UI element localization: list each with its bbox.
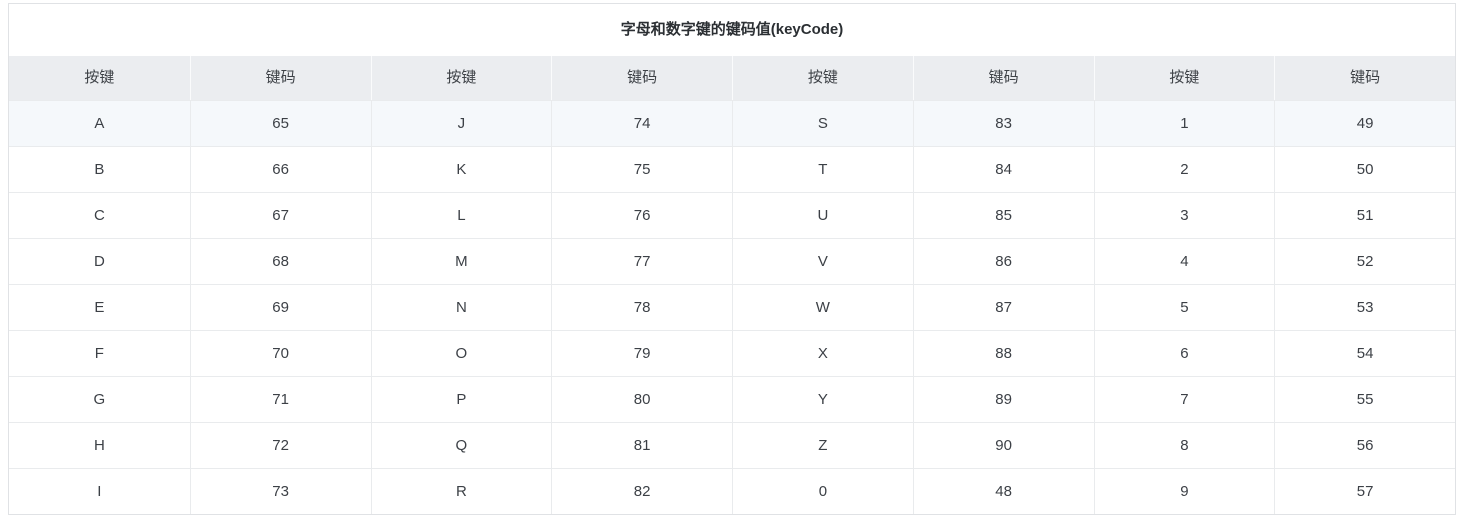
keycode-cell: 89 xyxy=(912,377,1094,422)
keycode-cell: 71 xyxy=(189,377,371,422)
table-title: 字母和数字键的键码值(keyCode) xyxy=(9,4,1455,56)
key-cell: Z xyxy=(732,423,913,468)
key-cell: H xyxy=(93,437,105,454)
keycode-cell: 49 xyxy=(1274,101,1455,146)
key-cell: Y xyxy=(732,377,913,422)
key-cell: 1 xyxy=(1093,101,1275,146)
header-cell-code: 键码 xyxy=(189,56,371,100)
keycode-cell: 53 xyxy=(1274,285,1455,330)
key-cell: L xyxy=(370,193,552,238)
header-cell-key: 按键 xyxy=(1093,56,1275,100)
key-cell: 7 xyxy=(1093,377,1275,422)
table-row: C 67 L 76 U 85 3 51 xyxy=(9,192,1455,238)
header-cell-code: 键码 xyxy=(1274,56,1455,100)
key-cell: 3 xyxy=(1093,193,1275,238)
key-cell: 2 xyxy=(1093,147,1275,192)
key-cell: 0 xyxy=(732,469,913,514)
key-cell: R xyxy=(370,469,552,514)
keycode-cell: 79 xyxy=(551,331,732,376)
keycode-cell: 74 xyxy=(551,101,732,146)
key-cell: W xyxy=(732,285,913,330)
keycode-cell: 82 xyxy=(551,469,732,514)
keycode-cell: 68 xyxy=(189,239,371,284)
keycode-cell: 50 xyxy=(1274,147,1455,192)
key-cell: A xyxy=(94,115,105,132)
key-cell: 8 xyxy=(1093,423,1275,468)
key-cell: F xyxy=(94,345,104,362)
keycode-cell: 90 xyxy=(912,423,1094,468)
keycode-cell: 75 xyxy=(551,147,732,192)
header-cell-code: 键码 xyxy=(912,56,1094,100)
keycode-cell: 54 xyxy=(1274,331,1455,376)
table-row: A 65 J 74 S 83 1 49 xyxy=(9,100,1455,146)
keycode-cell: 87 xyxy=(912,285,1094,330)
key-cell: K xyxy=(370,147,552,192)
key-cell: D xyxy=(93,253,105,270)
key-cell: M xyxy=(370,239,552,284)
table-row: D 68 M 77 V 86 4 52 xyxy=(9,238,1455,284)
header-cell-key: 按键 xyxy=(370,56,552,100)
key-cell: P xyxy=(370,377,552,422)
keycode-cell: 67 xyxy=(189,193,371,238)
key-cell: E xyxy=(94,299,105,316)
keycode-cell: 84 xyxy=(912,147,1094,192)
keycode-cell: 52 xyxy=(1274,239,1455,284)
key-cell: B xyxy=(94,161,105,178)
key-cell: I xyxy=(97,483,102,500)
table-header-row: 按键 键码 按键 键码 按键 键码 按键 键码 xyxy=(9,56,1455,100)
keycode-cell: 70 xyxy=(189,331,371,376)
keycode-cell: 88 xyxy=(912,331,1094,376)
table-row: B 66 K 75 T 84 2 50 xyxy=(9,146,1455,192)
keycode-cell: 65 xyxy=(189,101,371,146)
table-row: I 73 R 82 0 48 9 57 xyxy=(9,468,1455,514)
keycode-cell: 83 xyxy=(912,101,1094,146)
keycode-cell: 73 xyxy=(189,469,371,514)
keycode-cell: 78 xyxy=(551,285,732,330)
key-cell: 4 xyxy=(1093,239,1275,284)
keycode-cell: 51 xyxy=(1274,193,1455,238)
keycode-cell: 76 xyxy=(551,193,732,238)
key-cell: N xyxy=(370,285,552,330)
key-cell: V xyxy=(732,239,913,284)
keycode-table: 字母和数字键的键码值(keyCode) 按键 键码 按键 键码 按键 键码 按键 键码 A 65… xyxy=(8,3,1456,515)
table-row: F 70 O 79 X 88 6 54 xyxy=(9,330,1455,376)
keycode-cell: 57 xyxy=(1274,469,1455,514)
table-row: G 71 P 80 Y 89 7 55 xyxy=(9,376,1455,422)
table-body: A 65 J 74 S 83 1 49 B 66 K 75 T 84 2 50 C 67 L 76 U 85 3 51 D 68 M… xyxy=(9,100,1455,514)
keycode-cell: 66 xyxy=(189,147,371,192)
key-cell: Q xyxy=(370,423,552,468)
table-row: H 72 Q 81 Z 90 8 56 xyxy=(9,422,1455,468)
keycode-cell: 86 xyxy=(912,239,1094,284)
header-cell-code: 键码 xyxy=(551,56,732,100)
key-cell: X xyxy=(732,331,913,376)
key-cell: U xyxy=(732,193,913,238)
key-cell: C xyxy=(93,207,105,224)
table-row: E 69 N 78 W 87 5 53 xyxy=(9,284,1455,330)
keycode-cell: 55 xyxy=(1274,377,1455,422)
keycode-cell: 85 xyxy=(912,193,1094,238)
key-cell: O xyxy=(370,331,552,376)
header-cell-key: 按键 xyxy=(732,56,913,100)
key-cell: 9 xyxy=(1093,469,1275,514)
keycode-cell: 77 xyxy=(551,239,732,284)
keycode-cell: 69 xyxy=(189,285,371,330)
key-cell: J xyxy=(370,101,552,146)
key-cell: 6 xyxy=(1093,331,1275,376)
keycode-cell: 72 xyxy=(189,423,371,468)
header-cell-key: 按键 xyxy=(84,69,115,86)
key-cell: S xyxy=(732,101,913,146)
key-cell: G xyxy=(93,391,106,408)
keycode-cell: 56 xyxy=(1274,423,1455,468)
keycode-cell: 80 xyxy=(551,377,732,422)
keycode-cell: 48 xyxy=(912,469,1094,514)
key-cell: 5 xyxy=(1093,285,1275,330)
key-cell: T xyxy=(732,147,913,192)
keycode-cell: 81 xyxy=(551,423,732,468)
